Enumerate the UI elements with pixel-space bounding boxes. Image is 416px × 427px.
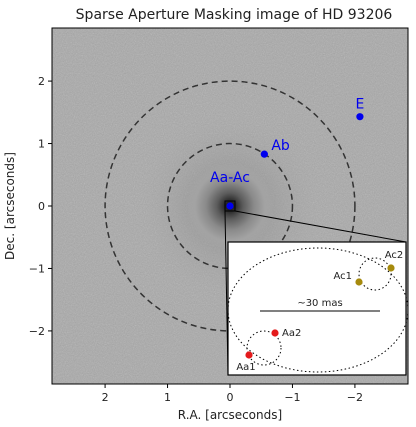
inset-label-ac1: Ac1: [333, 271, 352, 282]
point-label-ab: Ab: [271, 138, 290, 154]
x-tick-label: 0: [227, 391, 234, 404]
zoom-box: [224, 200, 236, 212]
inset-orbit-ac: [358, 257, 392, 291]
inset-orbit-large: [227, 247, 409, 373]
inset-panel: ~30 mas Aa1 Aa2 Ac1 Ac2: [227, 241, 409, 376]
inset-point-ac1: [355, 278, 363, 286]
separation-rings: [104, 80, 356, 332]
x-axis-label: R.A. [arcseconds]: [178, 408, 282, 422]
y-tick-label: 1: [38, 138, 45, 151]
inset-label-aa2: Aa2: [282, 328, 301, 339]
component-points: Aa-Ac Ab E: [210, 97, 364, 210]
y-tick-label: −1: [29, 262, 45, 275]
y-tick-label: 2: [38, 75, 45, 88]
chart-title: Sparse Aperture Masking image of HD 9320…: [76, 7, 393, 23]
point-e: [356, 113, 364, 121]
y-tick-label: −2: [29, 325, 45, 338]
ring-2: [104, 80, 356, 332]
point-label-e: E: [355, 97, 364, 113]
x-tick-label: 2: [102, 391, 109, 404]
point-label-aa-ac: Aa-Ac: [210, 170, 250, 186]
inset-point-aa1: [245, 351, 253, 359]
x-tick-label: 1: [164, 391, 171, 404]
point-aa-ac: [226, 202, 234, 210]
inset-point-aa2: [271, 329, 279, 337]
inset-label-ac2: Ac2: [385, 250, 404, 261]
x-tick-label: −2: [347, 391, 363, 404]
inset-scale-label: ~30 mas: [297, 298, 342, 309]
point-ab: [260, 150, 268, 158]
inset-point-ac2: [387, 264, 395, 272]
y-axis-ticks: 2 1 0 −1 −2: [29, 75, 52, 338]
inset-label-aa1: Aa1: [236, 362, 255, 373]
x-tick-label: −1: [284, 391, 300, 404]
ring-1: [166, 142, 294, 270]
x-axis-ticks: 2 1 0 −1 −2: [102, 384, 363, 404]
inset-orbit-aa: [246, 330, 282, 366]
y-tick-label: 0: [38, 200, 45, 213]
y-axis-label: Dec. [arcseconds]: [3, 152, 17, 260]
zoom-line-right: [234, 210, 407, 243]
